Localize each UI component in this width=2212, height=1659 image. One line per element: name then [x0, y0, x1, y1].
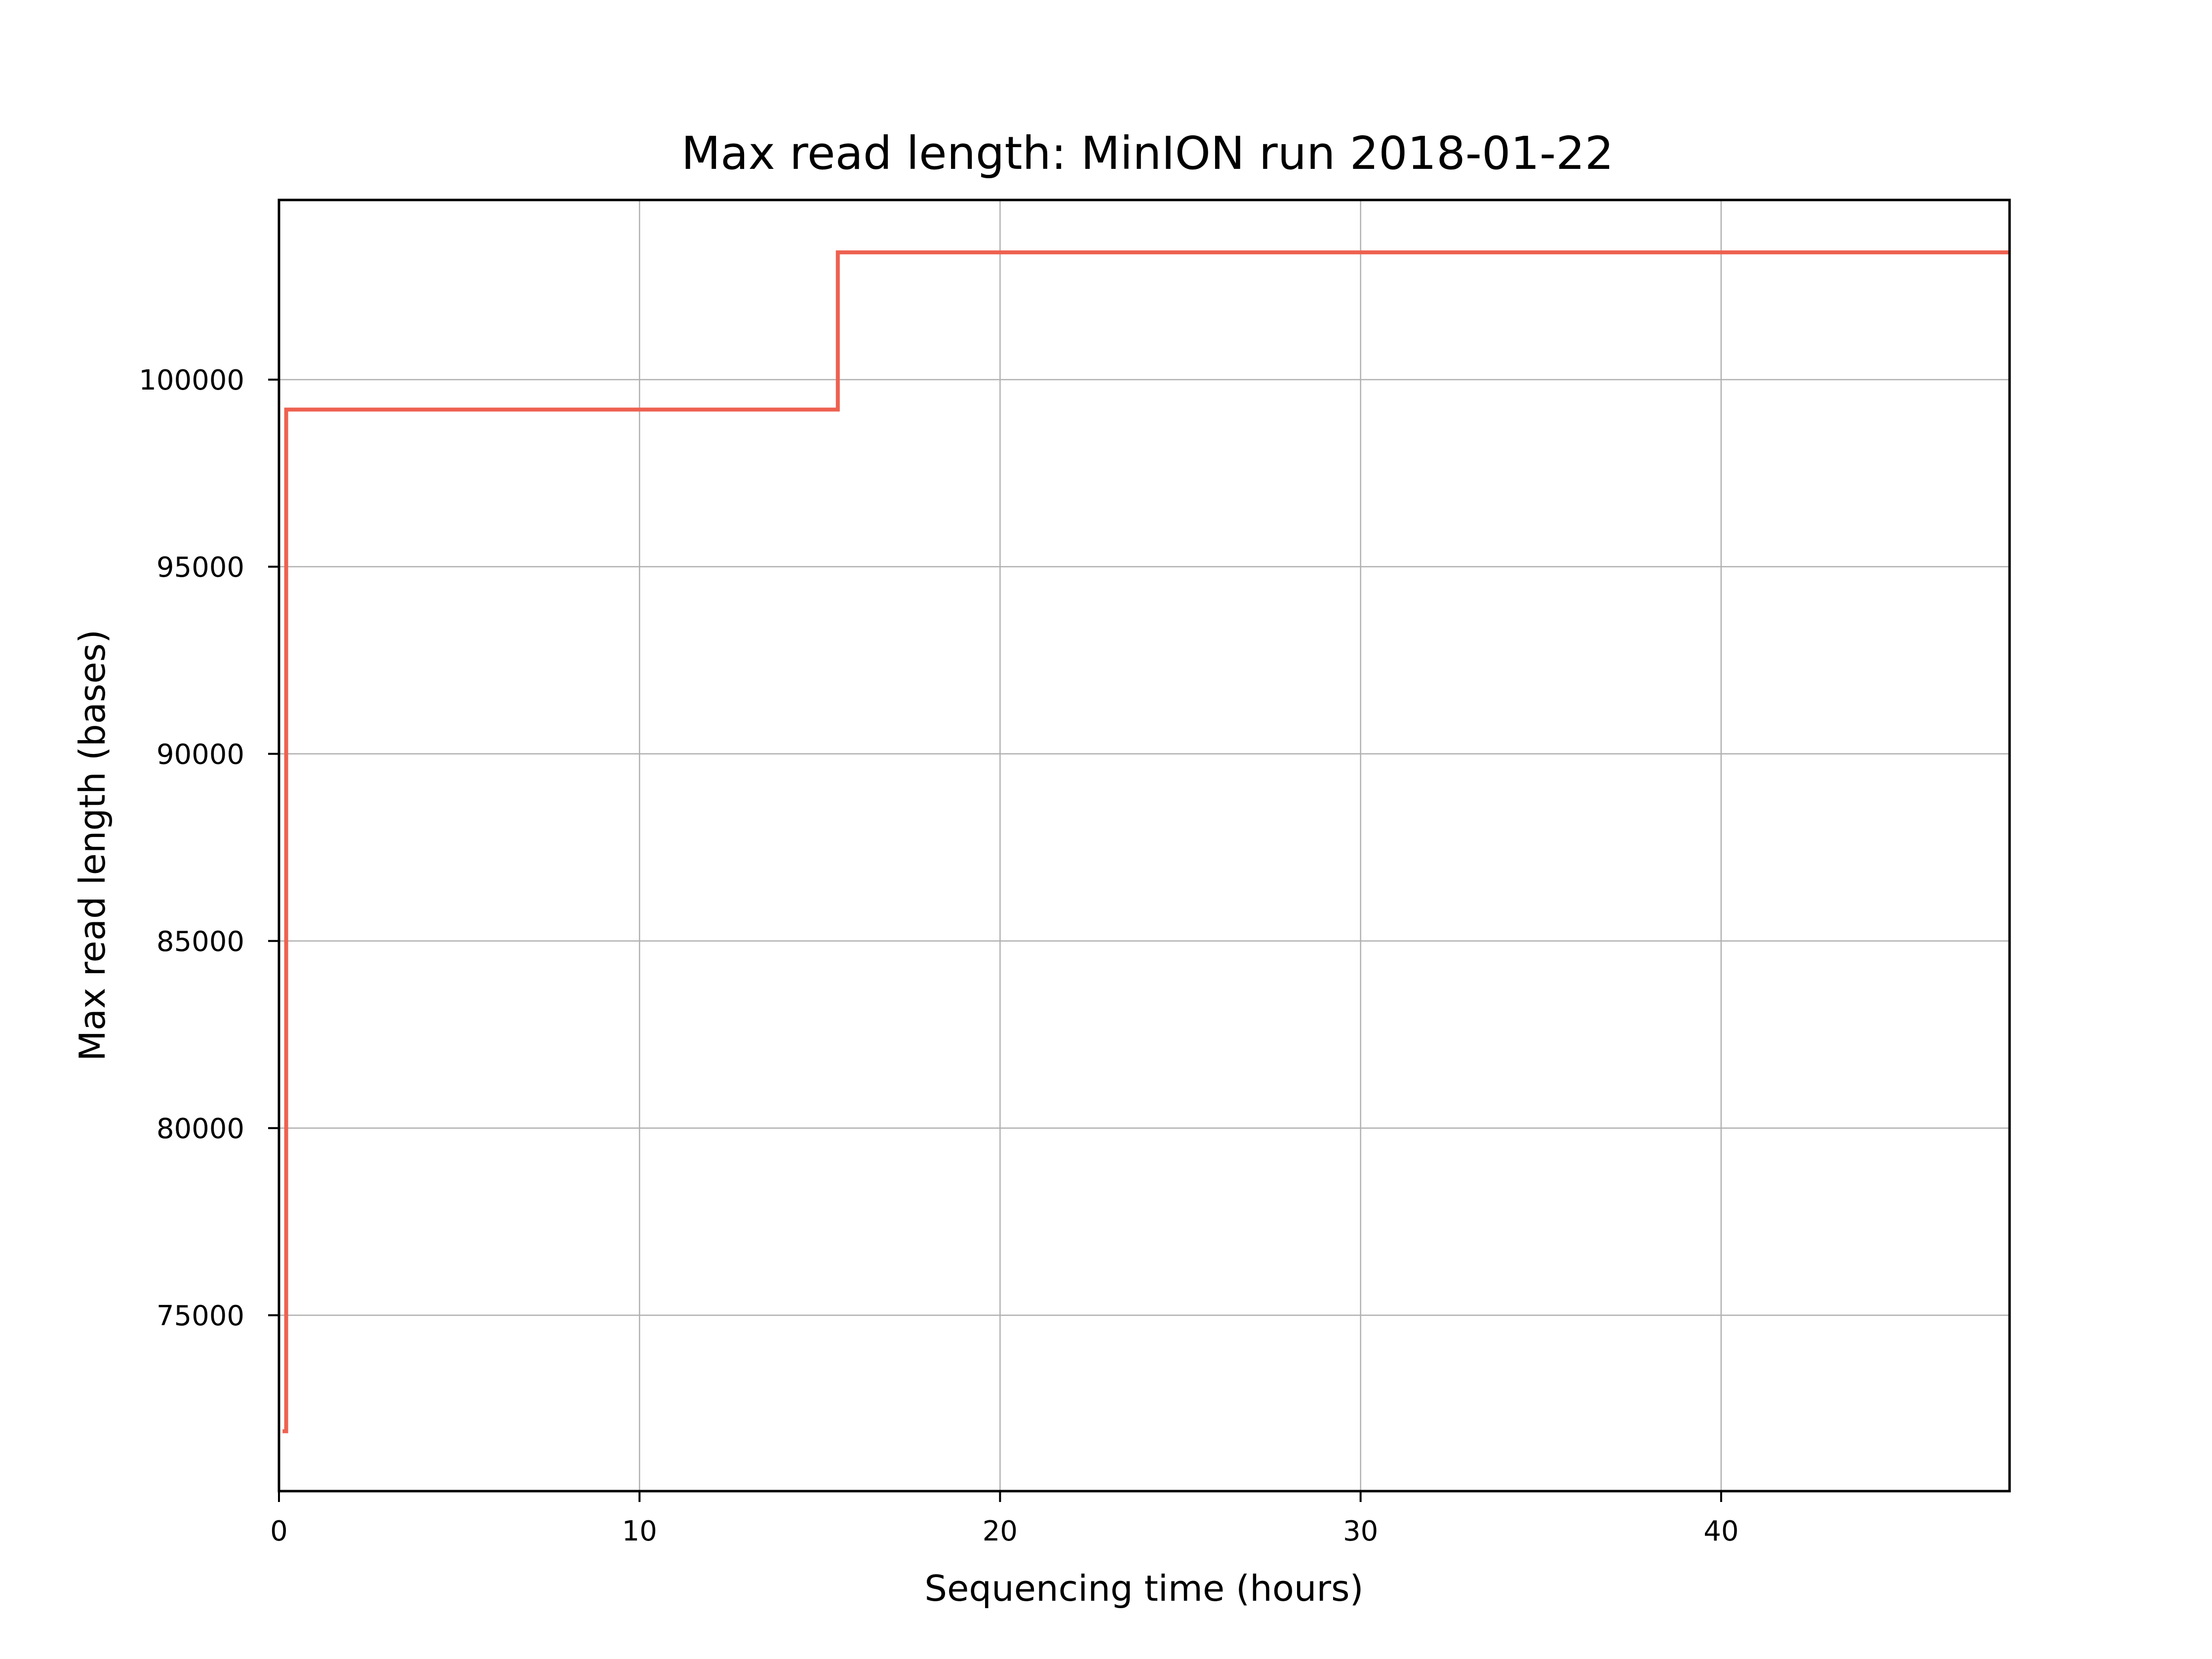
- series-group: [282, 250, 2010, 1433]
- y-axis-label: Max read length (bases): [72, 630, 113, 1061]
- y-tick-label: 75000: [157, 1300, 244, 1332]
- x-tick-label: 0: [270, 1515, 288, 1547]
- y-tick-label: 100000: [139, 364, 244, 396]
- series-line: [282, 250, 2010, 1433]
- plot-frame: [277, 198, 2011, 1493]
- x-axis-label: Sequencing time (hours): [924, 1568, 1363, 1609]
- y-tick-label: 85000: [157, 926, 244, 958]
- y-tick-label: 95000: [157, 552, 244, 584]
- x-tick-label: 10: [622, 1515, 657, 1547]
- x-tick-label: 30: [1343, 1515, 1378, 1547]
- grid-lines: [278, 200, 2010, 1491]
- y-tick-label: 90000: [157, 739, 244, 771]
- y-axis: 75000 80000 85000 90000 95000 100000: [139, 364, 279, 1332]
- chart-title: Max read length: MinION run 2018-01-22: [681, 127, 1614, 180]
- x-tick-label: 20: [983, 1515, 1018, 1547]
- y-tick-label: 80000: [157, 1113, 244, 1145]
- x-axis: 0 10 20 30 40: [270, 1491, 1738, 1547]
- x-tick-label: 40: [1703, 1515, 1738, 1547]
